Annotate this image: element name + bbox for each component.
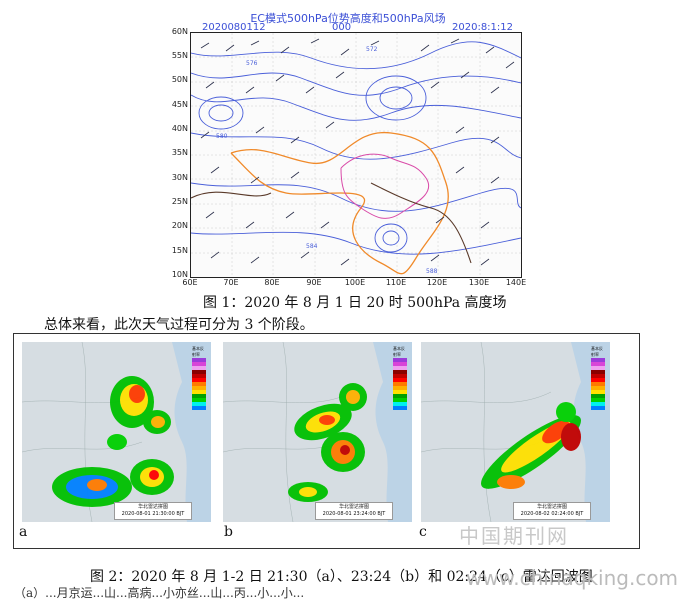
- radar-stamp-a: 华北雷达拼图 2020-08-01 21:30:00 BJT: [114, 502, 192, 520]
- lon-label: 100E: [344, 278, 366, 287]
- legend-title: 基本反射率: [393, 346, 405, 357]
- radar-map-c: [421, 342, 610, 522]
- stamp-time: 2020-08-01 23:24:00 BJT: [322, 511, 386, 517]
- radar-panel-c: 基本反射率 华北雷达拼图 2020-08-02 02:24:00 BJT: [421, 342, 610, 522]
- panel-label-b: b: [224, 524, 233, 540]
- stamp-name: 华北雷达拼图: [338, 504, 369, 510]
- legend-title: 基本反射率: [591, 346, 603, 357]
- lon-label: 90E: [306, 278, 322, 287]
- stamp-name: 华北雷达拼图: [137, 504, 168, 510]
- orange-contour: [230, 132, 449, 275]
- contour-label: 576: [246, 60, 258, 67]
- lat-label: 25N: [171, 197, 188, 206]
- contour-label: 572: [366, 46, 378, 53]
- contour-label: 584: [306, 243, 318, 250]
- legend-title: 基本反射率: [192, 346, 204, 357]
- lon-label: 80E: [264, 278, 280, 287]
- height-field-map: 572 576 580 584 588: [190, 32, 522, 278]
- radar-legend-c: 基本反射率: [591, 346, 605, 410]
- lon-label: 130E: [468, 278, 490, 287]
- map-svg: 572 576 580 584 588: [191, 33, 521, 277]
- map-date-right: 2020:8:1:12: [452, 22, 514, 33]
- map-title: EC模式500hPa位势高度和500hPa风场: [250, 12, 446, 25]
- lon-label: 110E: [385, 278, 407, 287]
- lat-label: 35N: [171, 148, 188, 157]
- lat-label: 20N: [171, 221, 188, 230]
- stamp-time: 2020-08-01 21:30:00 BJT: [121, 511, 185, 517]
- stamp-name: 华北雷达拼图: [536, 504, 567, 510]
- figure-2-caption: 图 2：2020 年 8 月 1-2 日 21:30（a）、23:24（b）和 …: [90, 569, 593, 585]
- radar-map-b: [223, 342, 412, 522]
- dark-contour: [191, 182, 472, 264]
- figure-2-frame: 基本反射率 华北雷达拼图 2020-08-01 21:30:00 BJT a: [13, 333, 640, 549]
- panel-label-a: a: [19, 524, 28, 540]
- lon-label: 140E: [505, 278, 527, 287]
- radar-stamp-b: 华北雷达拼图 2020-08-01 23:24:00 BJT: [315, 502, 393, 520]
- lat-label: 30N: [171, 173, 188, 182]
- lon-label: 70E: [223, 278, 239, 287]
- radar-stamp-c: 华北雷达拼图 2020-08-02 02:24:00 BJT: [513, 502, 591, 520]
- body-paragraph: 总体来看，此次天气过程可分为 3 个阶段。: [44, 317, 314, 333]
- map-code: 000: [332, 22, 352, 33]
- lat-label: 15N: [171, 246, 188, 255]
- wind-barbs: [200, 38, 515, 266]
- cutoff-text: （a）...月京运...山...高病...小亦丝...山...丙...小...小…: [14, 586, 305, 600]
- border-line: [340, 153, 429, 219]
- contour-label: 580: [216, 133, 228, 140]
- lon-label: 60E: [182, 278, 198, 287]
- stamp-time: 2020-08-02 02:24:00 BJT: [520, 511, 584, 517]
- figure-1-caption: 图 1：2020 年 8 月 1 日 20 时 500hPa 高度场: [203, 295, 507, 311]
- radar-map-a: [22, 342, 211, 522]
- lat-label: 50N: [171, 75, 188, 84]
- radar-panel-a: 基本反射率 华北雷达拼图 2020-08-01 21:30:00 BJT: [22, 342, 211, 522]
- lat-label: 55N: [171, 51, 188, 60]
- lat-label: 40N: [171, 124, 188, 133]
- watermark-cn: 中国期刊网: [459, 524, 569, 548]
- radar-panel-b: 基本反射率 华北雷达拼图 2020-08-01 23:24:00 BJT: [223, 342, 412, 522]
- figure-1: EC模式500hPa位势高度和500hPa风场 2020080112 000 2…: [168, 10, 528, 293]
- map-date-left: 2020080112: [202, 22, 266, 33]
- lat-label: 45N: [171, 100, 188, 109]
- lat-label: 10N: [171, 270, 188, 279]
- contour-label: 588: [426, 268, 438, 275]
- watermark-url: www.chinaqking.com: [466, 566, 679, 590]
- lat-label: 60N: [171, 27, 188, 36]
- radar-legend-a: 基本反射率: [192, 346, 206, 410]
- radar-legend-b: 基本反射率: [393, 346, 407, 410]
- lon-label: 120E: [426, 278, 448, 287]
- panel-label-c: c: [419, 524, 427, 540]
